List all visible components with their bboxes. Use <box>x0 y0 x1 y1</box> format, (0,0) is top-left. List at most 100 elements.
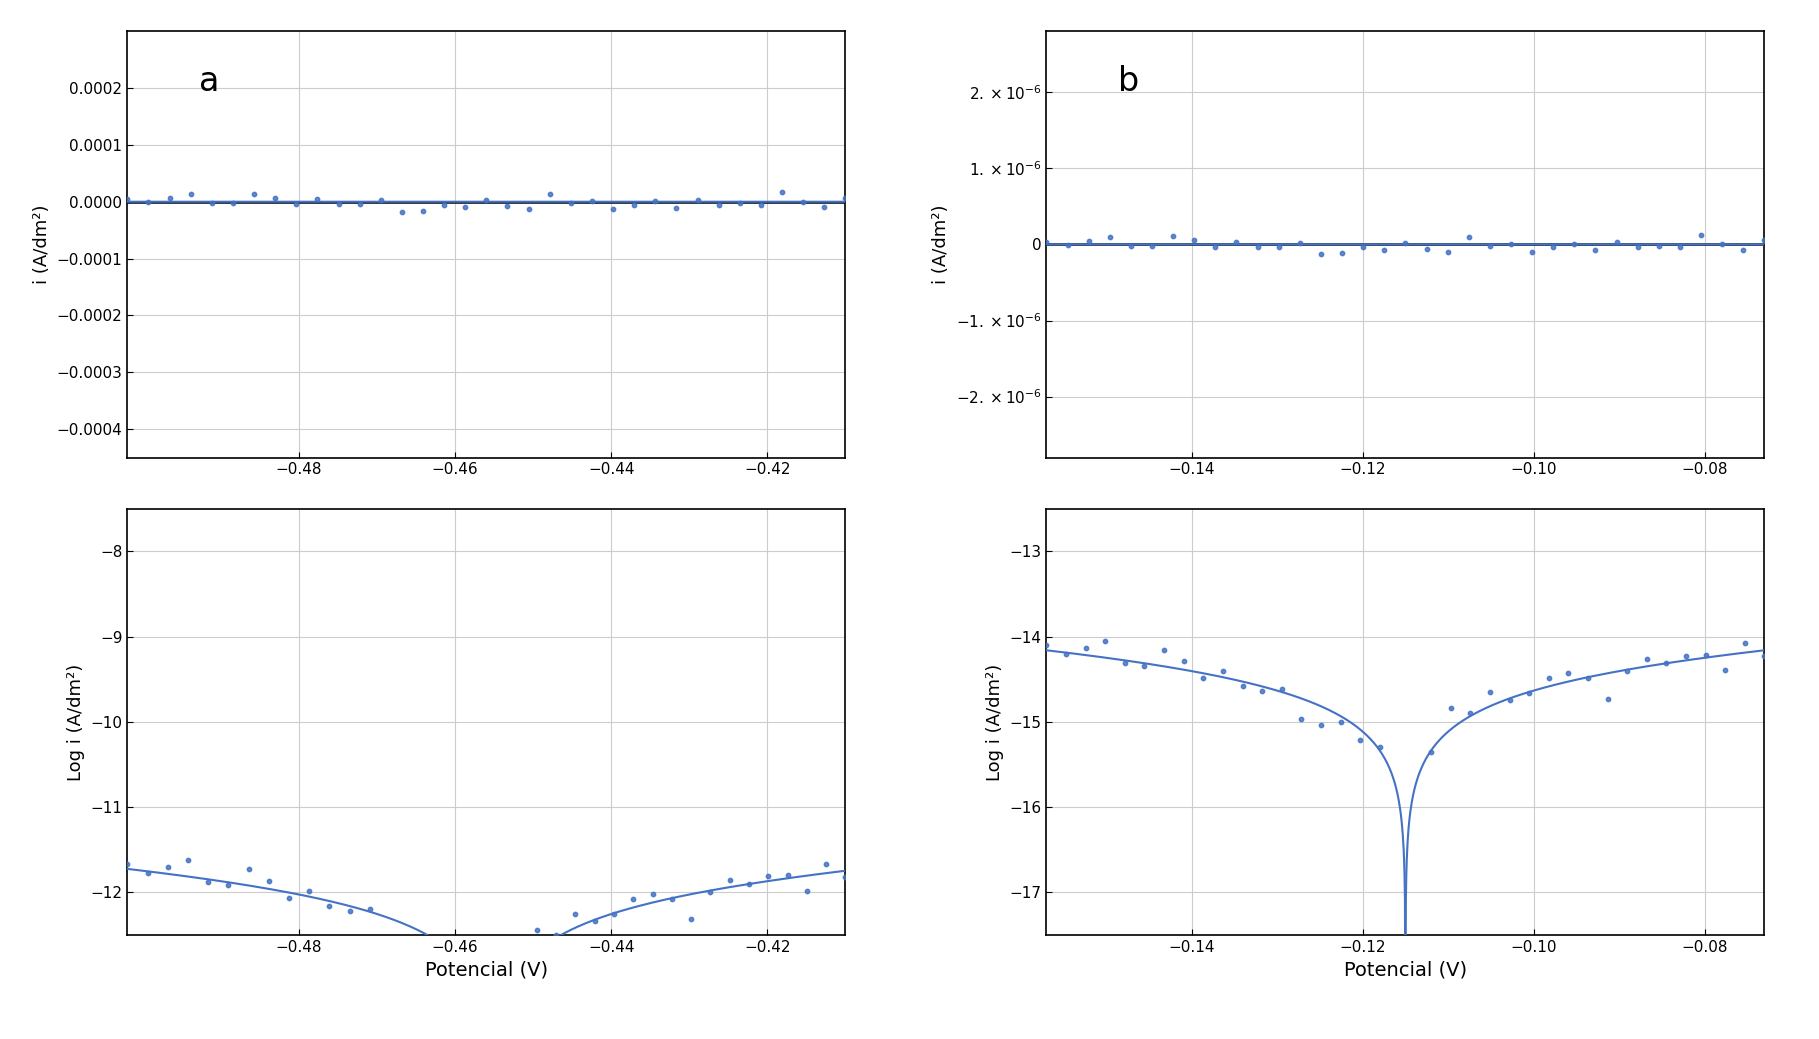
Point <box>1453 229 1482 245</box>
Point <box>831 869 860 885</box>
Point <box>577 193 606 210</box>
Point <box>1306 246 1335 263</box>
Point <box>1248 683 1277 699</box>
Y-axis label: Log i (A/dm²): Log i (A/dm²) <box>986 663 1004 780</box>
Point <box>662 199 691 216</box>
Point <box>355 901 384 917</box>
Point <box>255 873 284 889</box>
Point <box>1366 739 1395 755</box>
Point <box>113 855 142 872</box>
Point <box>1613 663 1643 680</box>
Point <box>1515 685 1544 701</box>
Point <box>1181 232 1210 248</box>
Point <box>315 898 344 914</box>
Point <box>429 196 458 213</box>
Point <box>1497 236 1526 252</box>
Point <box>1137 237 1166 254</box>
Point <box>638 885 668 902</box>
Point <box>1573 670 1603 687</box>
Point <box>600 906 629 923</box>
Point <box>1603 234 1632 250</box>
Point <box>1201 239 1230 256</box>
Point <box>302 190 331 207</box>
Point <box>133 864 162 881</box>
Point <box>1370 241 1399 258</box>
Point <box>1730 635 1759 651</box>
Point <box>753 868 782 884</box>
Point <box>387 204 417 220</box>
Point <box>1750 232 1779 248</box>
Y-axis label: Log i (A/dm²): Log i (A/dm²) <box>67 663 85 780</box>
Point <box>1073 233 1102 249</box>
Point <box>793 883 822 900</box>
Point <box>1346 731 1375 748</box>
Point <box>451 198 480 215</box>
Point <box>1208 663 1237 680</box>
Point <box>173 852 202 869</box>
Point <box>1264 238 1293 255</box>
Point <box>746 196 775 213</box>
Point <box>176 186 206 203</box>
Point <box>1268 682 1297 698</box>
Point <box>1672 647 1701 664</box>
Point <box>735 876 764 893</box>
Point <box>282 195 311 212</box>
Point <box>1632 650 1661 667</box>
Point <box>1190 670 1219 687</box>
Point <box>1475 684 1504 700</box>
Point <box>1750 648 1779 665</box>
Point <box>1130 658 1159 674</box>
Point <box>542 927 571 943</box>
Point <box>324 195 353 212</box>
Point <box>1326 714 1355 730</box>
Point <box>1071 640 1100 657</box>
Point <box>1495 692 1524 709</box>
Point <box>1170 654 1199 670</box>
Point <box>1306 716 1335 732</box>
Point <box>346 195 375 212</box>
Point <box>153 858 182 875</box>
Point <box>155 190 184 207</box>
Point <box>240 185 269 202</box>
Point <box>704 196 733 213</box>
Point <box>437 954 466 970</box>
Point <box>1228 678 1257 695</box>
Point <box>620 196 649 213</box>
Point <box>640 193 669 210</box>
Point <box>773 868 802 884</box>
Point <box>557 194 586 211</box>
Point <box>618 891 648 908</box>
Point <box>1392 235 1421 251</box>
Point <box>366 192 395 209</box>
Point <box>1475 237 1504 254</box>
X-axis label: Potencial (V): Potencial (V) <box>426 960 548 980</box>
Y-axis label: i (A/dm²): i (A/dm²) <box>33 205 51 284</box>
Point <box>1728 241 1757 258</box>
Point <box>471 192 500 209</box>
Point <box>218 194 247 211</box>
Point <box>1110 655 1139 671</box>
Point <box>809 198 839 215</box>
Point <box>1053 237 1082 254</box>
Point <box>1091 633 1121 649</box>
Point <box>1117 237 1146 254</box>
Point <box>1150 641 1179 658</box>
Point <box>335 903 364 920</box>
Point <box>1286 711 1315 727</box>
Point <box>657 891 686 908</box>
Point <box>457 962 486 979</box>
Point <box>1561 236 1590 252</box>
Point <box>768 184 797 201</box>
Point <box>295 882 324 899</box>
Point <box>1437 699 1466 716</box>
Point <box>1708 236 1737 252</box>
Point <box>1666 239 1695 256</box>
Point <box>715 872 744 888</box>
Point <box>235 860 264 877</box>
Text: a: a <box>198 65 220 99</box>
Point <box>1623 239 1652 256</box>
Point <box>1433 243 1462 260</box>
Point <box>598 201 628 217</box>
Point <box>1553 664 1583 681</box>
Point <box>1159 228 1188 244</box>
